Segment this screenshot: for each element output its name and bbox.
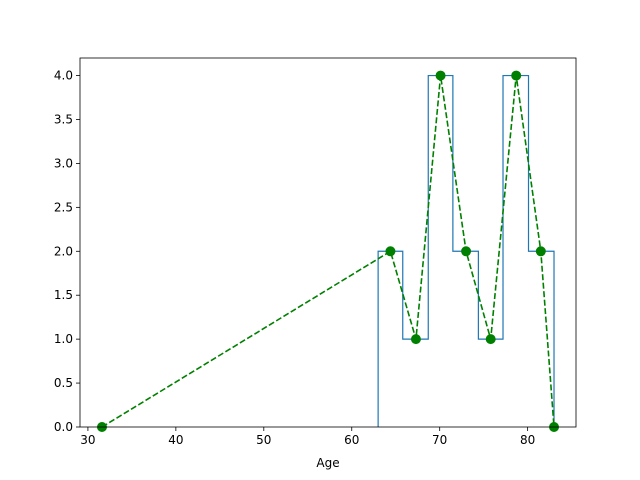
x-tick-label: 60 [344,433,359,447]
data-point-marker [385,246,396,257]
data-point-marker [485,334,496,345]
x-tick-label: 50 [256,433,271,447]
y-tick-label: 4.0 [54,69,73,83]
y-axis-ticks: 0.0 0.5 1.0 1.5 2.0 2.5 3.0 3.5 4.0 [54,69,80,434]
data-point-marker [435,70,446,81]
y-tick-label: 3.0 [54,156,73,170]
y-tick-label: 3.5 [54,113,73,127]
y-tick-label: 1.5 [54,288,73,302]
x-tick-label: 70 [432,433,447,447]
x-axis-ticks: 30 40 50 60 70 80 [80,427,535,447]
y-tick-label: 2.5 [54,200,73,214]
x-tick-label: 80 [520,433,535,447]
x-tick-label: 30 [80,433,95,447]
data-point-marker [461,246,472,257]
y-tick-label: 0.0 [54,420,73,434]
x-tick-label: 40 [168,433,183,447]
data-point-marker [535,246,546,257]
axes-frame [79,57,577,428]
y-tick-label: 2.0 [54,244,73,258]
data-point-marker [511,70,522,81]
y-tick-label: 1.0 [54,332,73,346]
line-layer [96,70,560,432]
x-axis-label: Age [316,456,339,470]
y-tick-label: 0.5 [54,376,73,390]
data-point-marker [410,334,421,345]
plot-area [96,70,560,432]
